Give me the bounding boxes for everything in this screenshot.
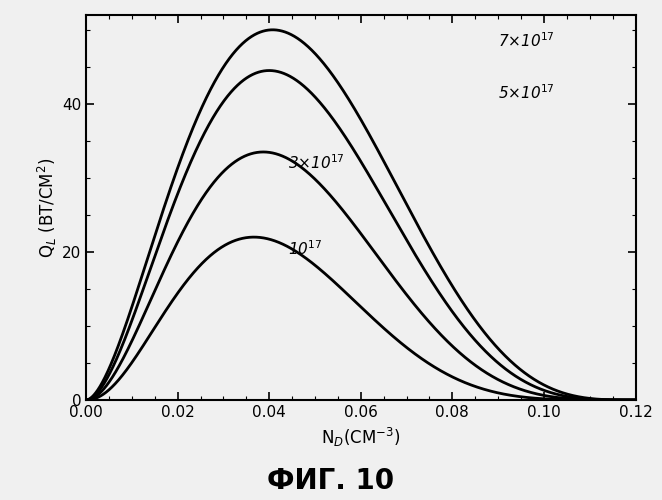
Text: 7×10$^{17}$: 7×10$^{17}$	[498, 32, 555, 50]
Y-axis label: Q$_L$ (ВТ/СМ$^2$): Q$_L$ (ВТ/СМ$^2$)	[36, 158, 59, 258]
X-axis label: N$_D$(СМ$^{-3}$): N$_D$(СМ$^{-3}$)	[321, 426, 401, 448]
Text: 10$^{17}$: 10$^{17}$	[287, 239, 322, 258]
Text: 5×10$^{17}$: 5×10$^{17}$	[498, 84, 555, 102]
Text: 3×10$^{17}$: 3×10$^{17}$	[287, 154, 344, 172]
Text: ФИГ. 10: ФИГ. 10	[267, 467, 395, 495]
